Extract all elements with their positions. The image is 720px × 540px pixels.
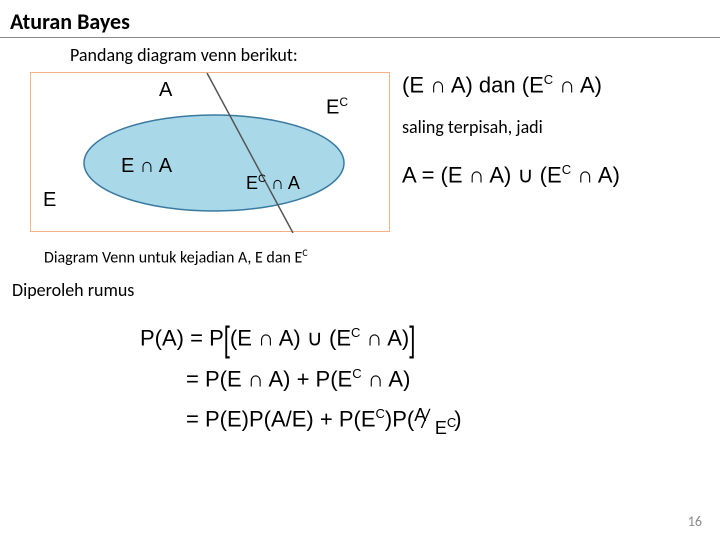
- venn-diagram: A EC E ∩ A EC ∩ A E: [30, 72, 390, 232]
- venn-label-ea: E ∩ A: [121, 155, 172, 178]
- right-column: (E ∩ A) dan (EC ∩ A) saling terpisah, ja…: [390, 72, 620, 189]
- slash-icon: ∕: [425, 403, 428, 435]
- eq2-a: = P(E ∩ A) + P(E: [186, 366, 352, 391]
- page-title: Aturan Bayes: [0, 0, 720, 38]
- frm2-sup: C: [562, 162, 571, 177]
- venn-label-eca: EC ∩ A: [246, 173, 300, 194]
- eq1-b: ∩ A): [360, 326, 409, 351]
- eq3-den: EC: [435, 415, 456, 439]
- venn-eca-prefix: E: [246, 173, 258, 193]
- equation-block: P(A) = P[(E ∩ A) ∪ (EC ∩ A)] = P(E ∩ A) …: [0, 301, 720, 432]
- caption-sup: C: [302, 246, 307, 259]
- venn-label-e: E: [43, 189, 56, 212]
- formula-disjoint-sets: (E ∩ A) dan (EC ∩ A): [402, 72, 620, 98]
- bracket-l-icon: [: [224, 319, 230, 361]
- frm1-sup: C: [544, 72, 553, 87]
- venn-eca-rest: ∩ A: [266, 173, 300, 193]
- venn-ec-prefix: E: [326, 97, 339, 119]
- page-number: 16: [688, 513, 702, 530]
- equation-1: P(A) = P[(E ∩ A) ∪ (EC ∩ A)]: [140, 325, 720, 351]
- eq3-fraction: A∕EC: [414, 409, 454, 433]
- intro-text: Pandang diagram venn berikut:: [0, 44, 720, 72]
- equation-2: = P(E ∩ A) + P(EC ∩ A): [140, 366, 720, 392]
- formula-a-union: A = (E ∩ A) ∪ (EC ∩ A): [402, 162, 620, 188]
- equation-3: = P(E)P(A/E) + P(EC)P(A∕EC): [140, 406, 720, 433]
- venn-ec-sup: C: [339, 95, 348, 109]
- eq1-lhs: P(A) = P: [140, 326, 224, 351]
- frm1-b: ∩ A): [553, 72, 602, 97]
- eq1-sup: C: [351, 325, 360, 340]
- venn-label-ec: EC: [326, 95, 348, 120]
- venn-caption: Diagram Venn untuk kejadian A, E dan EC: [0, 232, 720, 271]
- frm2-b: ∩ A): [571, 163, 620, 188]
- eq3-b: )P(: [385, 406, 414, 431]
- eq2-b: ∩ A): [362, 366, 411, 391]
- text-diperoleh: Diperoleh rumus: [0, 271, 720, 301]
- row-venn-and-text: A EC E ∩ A EC ∩ A E (E ∩ A) dan (EC ∩ A)…: [0, 72, 720, 232]
- caption-text: Diagram Venn untuk kejadian A, E dan E: [44, 248, 302, 267]
- frm1-a: (E ∩ A) dan (E: [402, 72, 544, 97]
- text-saling-terpisah: saling terpisah, jadi: [402, 116, 620, 138]
- venn-eca-sup: C: [258, 173, 266, 185]
- eq3-sup1: C: [376, 406, 385, 421]
- eq3-a: = P(E)P(A/E) + P(E: [186, 406, 376, 431]
- bracket-r-icon: ]: [409, 319, 415, 361]
- venn-label-a: A: [159, 79, 172, 102]
- eq2-sup: C: [352, 366, 361, 381]
- frm2-a: A = (E ∩ A) ∪ (E: [402, 163, 562, 188]
- eq1-a: (E ∩ A) ∪ (E: [230, 326, 351, 351]
